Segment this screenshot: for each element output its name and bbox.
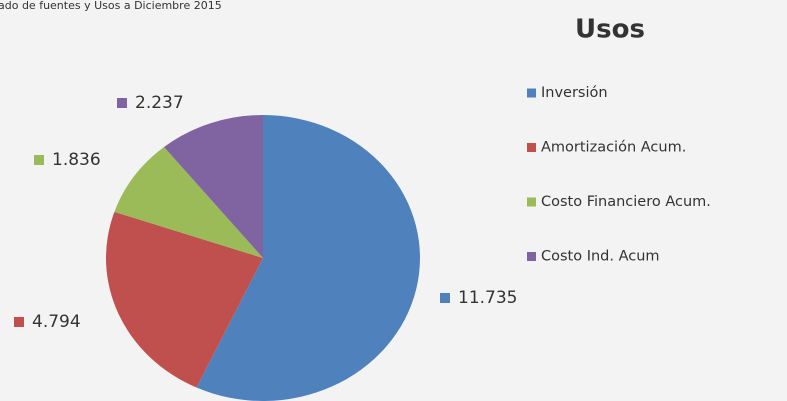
pie-slice [106,211,263,388]
chart-title: Usos [575,15,645,45]
data-label-key [440,293,450,303]
pie-slice [114,147,263,258]
data-label-key [34,155,44,165]
pie-slice [164,115,263,258]
legend-label: Amortización Acum. [541,140,686,156]
data-label: 4.794 [32,312,81,332]
legend-label: Costo Ind. Acum [541,249,660,265]
data-label: 2.237 [135,93,184,113]
chart-subtitle: ado de fuentes y Usos a Diciembre 2015 [0,0,222,12]
legend-label: Inversión [541,85,608,101]
pie-slice [196,115,420,401]
legend-key [527,252,536,261]
data-label-key [14,317,24,327]
data-label: 11.735 [458,288,517,308]
data-label-key [117,98,127,108]
legend-key [527,143,536,152]
data-label: 1.836 [52,150,101,170]
legend-key [527,197,536,207]
legend-label: Costo Financiero Acum. [541,194,711,210]
legend-key [527,88,536,98]
